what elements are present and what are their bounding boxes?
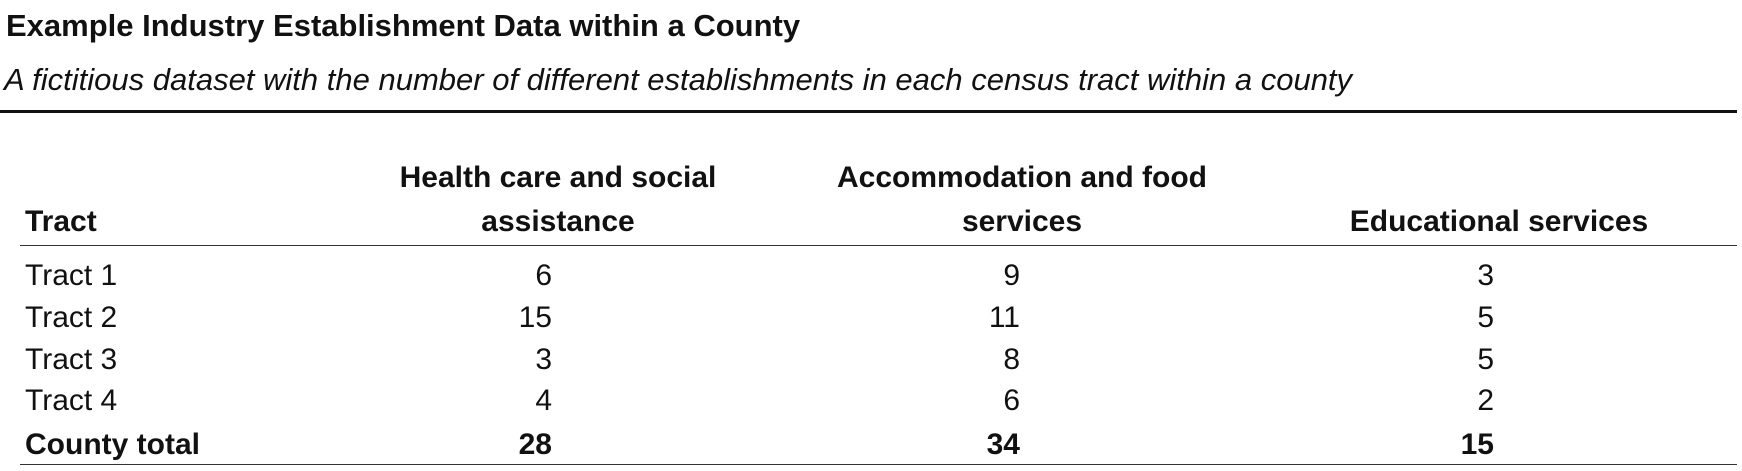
top-rule xyxy=(0,110,1737,113)
cell-value: 3 xyxy=(1477,259,1494,292)
column-header: Accommodation and food services xyxy=(837,161,1207,238)
cell-value: 4 xyxy=(535,384,552,417)
cell-value: 11 xyxy=(988,301,1020,334)
cell-value: 15 xyxy=(518,301,552,334)
bottom-rule xyxy=(20,464,1737,465)
column-header: Educational services xyxy=(1349,205,1649,238)
total-value: 28 xyxy=(518,428,552,461)
title: Example Industry Establishment Data with… xyxy=(6,8,801,43)
total-value: 15 xyxy=(1460,428,1494,461)
total-value: 34 xyxy=(986,428,1020,461)
cell-value: 5 xyxy=(1477,301,1494,334)
row-label: Tract 3 xyxy=(25,343,118,376)
header-rule xyxy=(20,245,1737,246)
row-label: Tract 2 xyxy=(25,301,118,334)
column-header: Health care and social assistance xyxy=(399,161,717,238)
cell-value: 2 xyxy=(1477,384,1494,417)
cell-value: 9 xyxy=(1003,259,1020,292)
total-label: County total xyxy=(25,428,200,461)
cell-value: 3 xyxy=(535,343,552,376)
subtitle: A fictitious dataset with the number of … xyxy=(4,62,1353,97)
column-header: Tract xyxy=(25,205,97,238)
cell-value: 6 xyxy=(535,259,552,292)
row-label: Tract 4 xyxy=(25,384,118,417)
cell-value: 6 xyxy=(1003,384,1020,417)
cell-value: 5 xyxy=(1477,343,1494,376)
cell-value: 8 xyxy=(1003,343,1020,376)
row-label: Tract 1 xyxy=(25,259,118,292)
